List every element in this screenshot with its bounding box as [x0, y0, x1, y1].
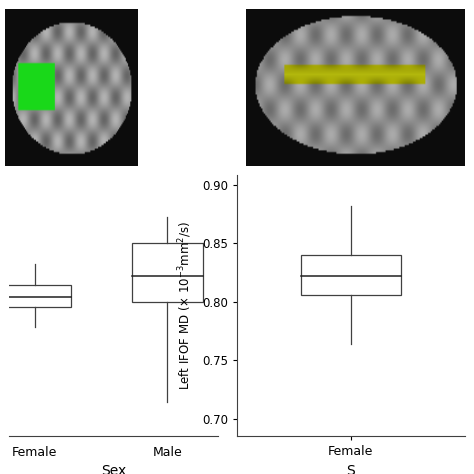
Bar — [0, 285, 71, 308]
Bar — [132, 243, 203, 301]
X-axis label: Sex: Sex — [101, 465, 127, 474]
Y-axis label: Left IFOF MD ($\times\ 10^{-3}$mm$^{2}$/s): Left IFOF MD ($\times\ 10^{-3}$mm$^{2}$/… — [176, 221, 194, 391]
Bar — [301, 255, 401, 295]
X-axis label: S: S — [346, 464, 355, 474]
